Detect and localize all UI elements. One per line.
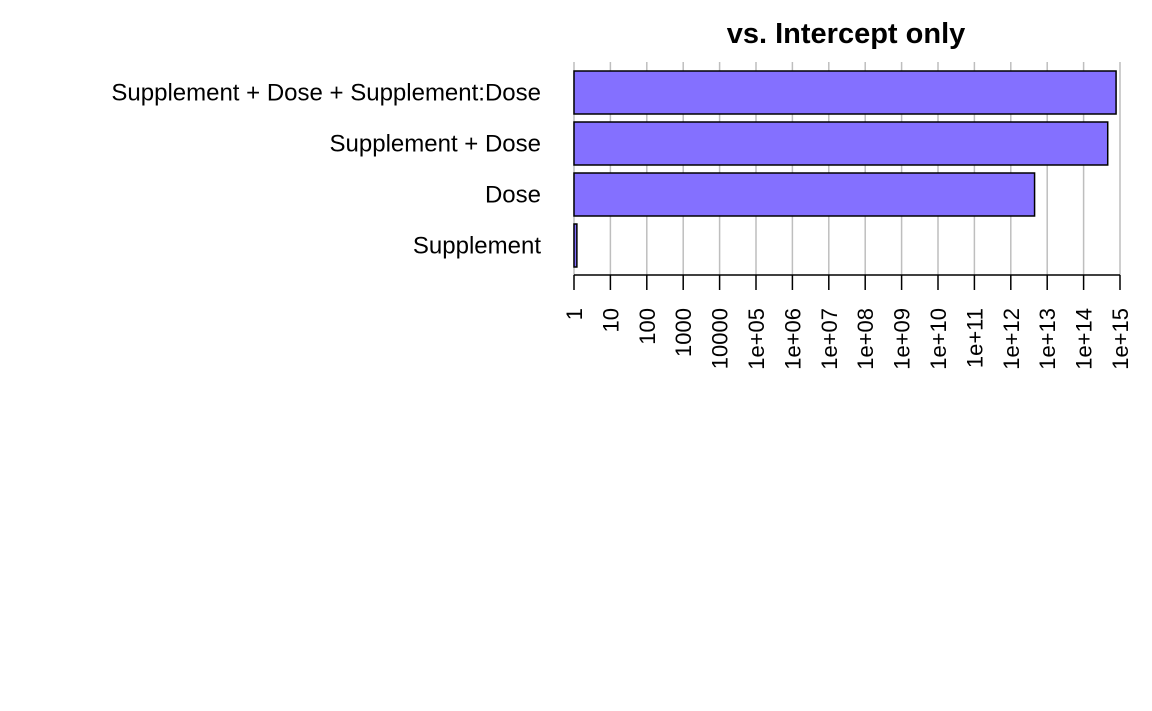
bars (573, 70, 1117, 268)
x-tick-label: 100 (635, 308, 660, 345)
x-tick-label: 10000 (708, 308, 733, 369)
x-tick-label: 1e+05 (744, 308, 769, 370)
x-tick-label: 1e+14 (1072, 308, 1097, 370)
bar (573, 70, 1117, 115)
x-tick-label: 1e+09 (890, 308, 915, 370)
category-labels: Supplement + Dose + Supplement:Dose Suppl… (111, 80, 541, 260)
x-tick-label: 1e+11 (962, 308, 987, 368)
category-label: Supplement + Dose + Supplement:Dose (111, 80, 541, 107)
x-tick-label: 1000 (671, 308, 696, 357)
chart-title: vs. Intercept only (727, 18, 966, 50)
x-axis: 1 10 100 1000 10000 1e+05 1e+06 1e+07 1e+08 1e+09… (562, 274, 1133, 370)
category-label: Dose (485, 182, 541, 209)
x-tick-label: 1e+13 (1035, 308, 1060, 370)
x-tick-label: 1e+10 (926, 308, 951, 370)
x-tick-label: 1e+08 (853, 308, 878, 370)
x-tick-label: 1 (562, 308, 587, 320)
category-label: Supplement + Dose (330, 131, 541, 158)
x-tick-label: 10 (598, 308, 623, 332)
bar (573, 121, 1109, 166)
x-tick-label: 1e+15 (1108, 308, 1133, 370)
x-tick-label: 1e+06 (780, 308, 805, 370)
category-label: Supplement (413, 233, 541, 260)
bar (573, 172, 1036, 217)
x-tick-label: 1e+12 (999, 308, 1024, 370)
bar (573, 223, 578, 268)
x-tick-label: 1e+07 (817, 308, 842, 370)
